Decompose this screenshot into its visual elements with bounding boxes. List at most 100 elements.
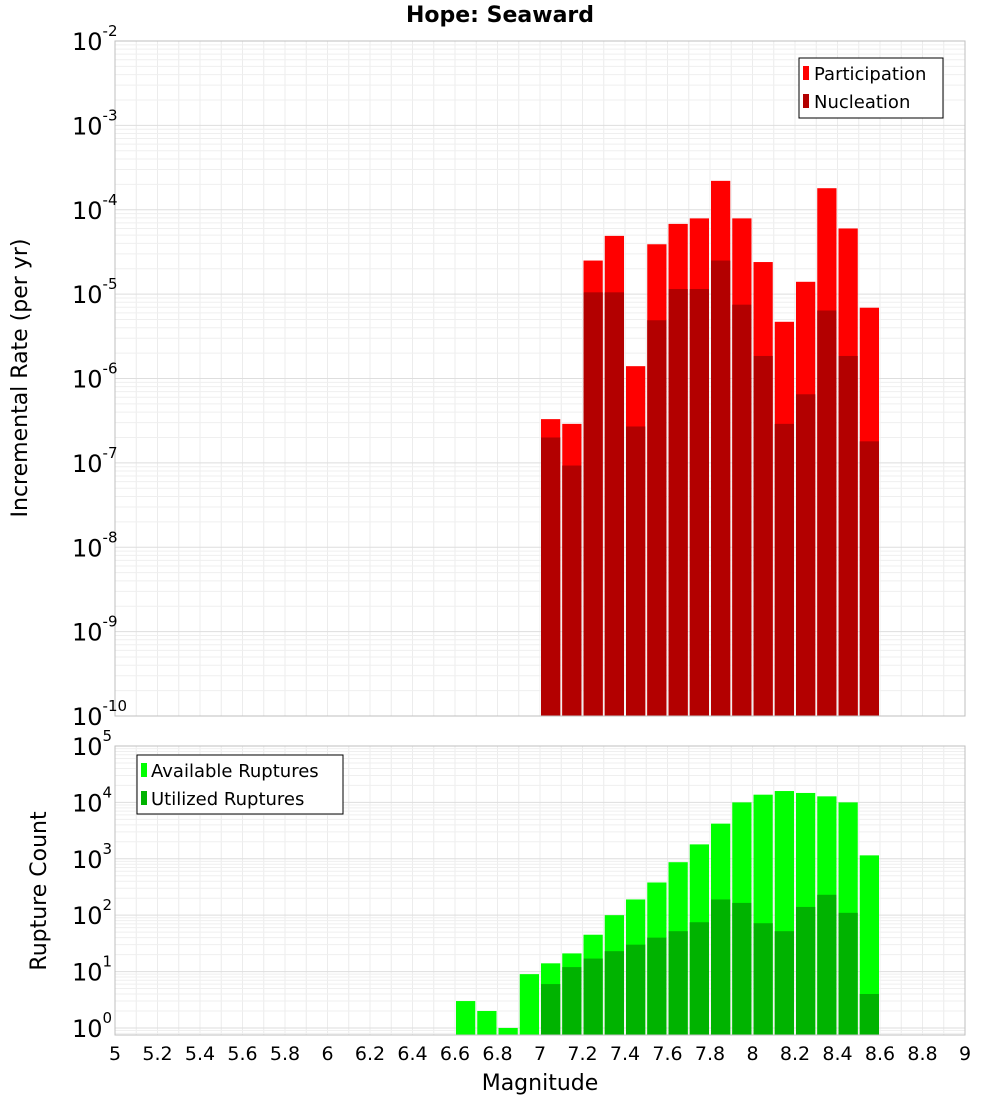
top-y-tick-label: 10-3 [72, 106, 118, 140]
bottom-bar-utilized-ruptures [774, 931, 794, 1035]
top-y-tick-label: 10-10 [72, 697, 127, 731]
top-bar-nucleation [668, 289, 688, 716]
bottom-bar-utilized-ruptures [711, 899, 731, 1035]
top-bar-nucleation [562, 465, 582, 716]
top-panel: 10-10 10-9 10-8 10-7 10-6 10-5 10-4 10-3 10-2 In… [8, 22, 966, 731]
bottom-bar-utilized-ruptures [541, 984, 561, 1035]
top-plot-frame [114, 40, 966, 717]
top-y-tick-label: 10-4 [72, 191, 118, 225]
x-tick-label: 5.2 [142, 1043, 172, 1065]
top-y-tick-label: 10-9 [72, 613, 118, 647]
top-gridlines [114, 41, 966, 717]
x-tick-label: 5.6 [227, 1043, 257, 1065]
chart-title: Hope: Seaward [406, 3, 594, 28]
bottom-legend: Available Ruptures Utilized Ruptures [136, 754, 344, 815]
top-bar-nucleation [583, 292, 603, 716]
bottom-bar-utilized-ruptures [689, 922, 709, 1035]
bottom-y-axis-label: Rupture Count [27, 811, 52, 971]
top-bar-nucleation [626, 426, 646, 716]
bottom-legend-box [136, 754, 344, 815]
x-tick-label: 7.6 [652, 1043, 682, 1065]
top-bar-nucleation [732, 304, 752, 716]
top-bar-nucleation [647, 320, 667, 716]
x-tick-label: 8 [746, 1043, 758, 1065]
x-tick-label: 5.8 [270, 1043, 300, 1065]
bottom-bar-available-ruptures [519, 974, 539, 1035]
x-tick-label: 7 [534, 1043, 546, 1065]
top-bar-nucleation [817, 310, 837, 716]
bottom-panel: 100 101 102 103 104 105 5 5.2 5.4 5.6 5.8 6 6.2 6.4 6… [27, 727, 971, 1096]
top-y-tick-label: 10-6 [72, 360, 118, 394]
top-bar-nucleation [541, 437, 561, 716]
x-tick-label: 6.2 [355, 1043, 385, 1065]
x-tick-label: 6 [321, 1043, 333, 1065]
bottom-y-ticks: 100 101 102 103 104 105 [72, 727, 112, 1043]
top-bar-nucleation [711, 260, 731, 716]
top-bar-nucleation [753, 355, 773, 716]
top-bars [541, 180, 879, 717]
bottom-bar-utilized-ruptures [647, 937, 667, 1035]
legend-label-participation: Participation [814, 64, 926, 85]
bottom-bar-available-ruptures [859, 855, 879, 1035]
top-legend: Participation Nucleation [798, 57, 944, 119]
bottom-bar-utilized-ruptures [753, 923, 773, 1035]
x-tick-label: 8.6 [865, 1043, 895, 1065]
top-bar-nucleation [604, 292, 624, 716]
top-y-tick-label: 10-7 [72, 444, 118, 478]
bottom-bar-utilized-ruptures [732, 902, 752, 1035]
bottom-y-tick-label: 101 [72, 953, 112, 987]
x-tick-label: 8.8 [907, 1043, 937, 1065]
legend-swatch-available [141, 763, 147, 777]
bottom-bar-utilized-ruptures [796, 906, 816, 1035]
legend-swatch-participation [803, 66, 809, 80]
bottom-bar-utilized-ruptures [626, 944, 646, 1035]
bottom-bar-utilized-ruptures [604, 951, 624, 1035]
bottom-bar-utilized-ruptures [562, 967, 582, 1035]
top-bar-nucleation [796, 394, 816, 716]
top-y-tick-label: 10-5 [72, 275, 118, 309]
x-tick-label: 6.8 [482, 1043, 512, 1065]
x-tick-label: 6.6 [440, 1043, 470, 1065]
legend-label-available: Available Ruptures [151, 761, 319, 782]
top-bar-nucleation [689, 289, 709, 716]
legend-label-utilized: Utilized Ruptures [151, 789, 304, 810]
top-legend-box [798, 57, 944, 119]
x-tick-label: 8.4 [822, 1043, 852, 1065]
x-axis-label: Magnitude [482, 1071, 599, 1096]
x-tick-label: 7.8 [695, 1043, 725, 1065]
bottom-bar-available-ruptures [498, 1027, 518, 1035]
bottom-bar-utilized-ruptures [583, 958, 603, 1035]
legend-label-nucleation: Nucleation [814, 92, 910, 113]
bottom-plot-frame [114, 745, 966, 1036]
x-ticks: 5 5.2 5.4 5.6 5.8 6 6.2 6.4 6.6 6.8 7 7.2 7.4 7.6 7.8 8… [109, 1043, 971, 1065]
bottom-bars [456, 791, 879, 1035]
top-bar-nucleation [838, 355, 858, 716]
x-tick-label: 8.2 [780, 1043, 810, 1065]
top-bar-nucleation [774, 423, 794, 716]
x-tick-label: 7.4 [610, 1043, 640, 1065]
bottom-bar-utilized-ruptures [838, 912, 858, 1035]
bottom-bar-available-ruptures [477, 1010, 497, 1035]
bottom-y-tick-label: 102 [72, 896, 112, 930]
bottom-bar-utilized-ruptures [859, 994, 879, 1035]
x-tick-label: 6.4 [397, 1043, 427, 1065]
bottom-y-tick-label: 103 [72, 840, 112, 874]
legend-swatch-utilized [141, 791, 147, 805]
x-tick-label: 9 [959, 1043, 971, 1065]
bottom-bar-utilized-ruptures [668, 931, 688, 1035]
top-y-tick-label: 10-8 [72, 528, 118, 562]
top-y-tick-label: 10-2 [72, 22, 118, 56]
legend-swatch-nucleation [803, 94, 809, 108]
top-y-axis-label: Incremental Rate (per yr) [8, 239, 33, 518]
x-tick-label: 5.4 [185, 1043, 215, 1065]
top-y-ticks: 10-10 10-9 10-8 10-7 10-6 10-5 10-4 10-3 10-2 [72, 22, 127, 731]
x-tick-label: 7.2 [567, 1043, 597, 1065]
bottom-y-tick-label: 100 [72, 1009, 112, 1043]
bottom-y-tick-label: 104 [72, 783, 112, 817]
bottom-y-tick-label: 105 [72, 727, 112, 761]
top-bar-nucleation [859, 441, 879, 716]
bottom-bar-available-ruptures [456, 1001, 476, 1035]
bottom-bar-utilized-ruptures [817, 894, 837, 1035]
x-tick-label: 5 [109, 1043, 121, 1065]
